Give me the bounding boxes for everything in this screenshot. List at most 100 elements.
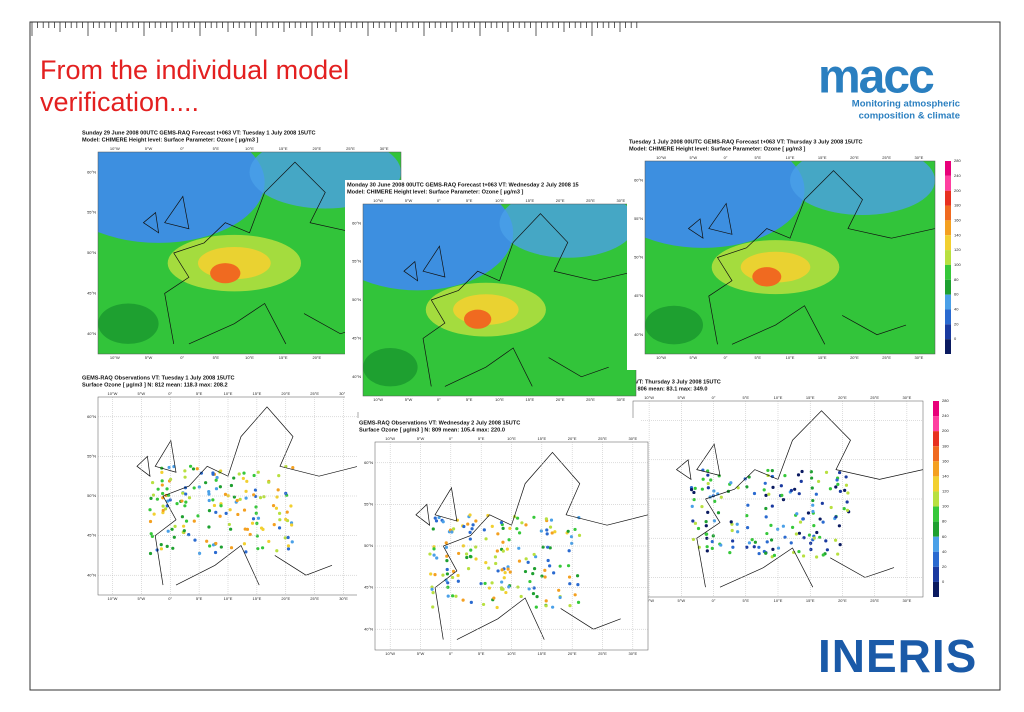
- sea-area: [645, 161, 805, 248]
- station-dot: [286, 535, 290, 540]
- station-dot: [208, 544, 212, 548]
- station-dot: [535, 595, 539, 599]
- longitude-label: 15°E: [537, 436, 546, 441]
- station-dot: [470, 527, 474, 531]
- station-dot: [705, 532, 709, 536]
- longitude-label: 10°E: [774, 598, 783, 603]
- station-dot: [446, 594, 450, 598]
- station-dot: [278, 518, 282, 522]
- longitude-label: 5°E: [213, 146, 220, 151]
- station-dot: [820, 501, 824, 505]
- station-dot: [446, 581, 450, 585]
- panel-title: GEMS-RAQ Observations VT: Tuesday 1 July…: [82, 375, 235, 381]
- colorbar-label: 80: [954, 277, 959, 282]
- map-panel: Tuesday 1 July 2008 00UTC GEMS-RAQ Forec…: [627, 137, 961, 370]
- station-dot: [745, 485, 749, 489]
- station-dot: [771, 547, 775, 552]
- longitude-label: 30°E: [628, 651, 637, 656]
- station-dot: [184, 500, 188, 504]
- station-dot: [260, 546, 265, 550]
- station-dot: [769, 538, 774, 542]
- station-dot: [211, 543, 216, 547]
- station-dot: [484, 561, 488, 565]
- station-dot: [842, 507, 846, 511]
- station-dot: [779, 484, 783, 488]
- station-dot: [242, 542, 247, 546]
- station-dot: [706, 473, 710, 477]
- station-dot: [753, 540, 757, 544]
- longitude-label: 5°W: [690, 155, 698, 160]
- coastline: [403, 245, 446, 282]
- station-dot: [801, 554, 806, 558]
- station-dot: [766, 468, 770, 473]
- station-dot: [192, 486, 196, 490]
- station-dot: [812, 536, 816, 540]
- station-dot: [191, 467, 196, 471]
- latitude-label: 60°N: [364, 460, 373, 465]
- station-dot: [150, 534, 154, 538]
- station-dot: [706, 481, 710, 486]
- slide-title: verification....: [40, 87, 199, 117]
- station-dot: [844, 475, 848, 479]
- station-dot: [466, 567, 471, 571]
- station-dot: [810, 486, 814, 490]
- longitude-label: 10°W: [656, 155, 666, 160]
- station-dot: [461, 598, 465, 602]
- station-dot: [546, 545, 550, 549]
- latitude-label: 60°N: [634, 177, 643, 182]
- station-dot: [148, 551, 153, 556]
- station-dot: [445, 559, 449, 563]
- panel-title: m3 ] N: 806 mean: 83.1 max: 349.0: [617, 386, 707, 392]
- station-dot: [207, 509, 212, 513]
- station-dot: [798, 520, 803, 524]
- station-dot: [277, 526, 282, 530]
- colorbar-swatch: [945, 220, 951, 236]
- station-dot: [471, 523, 475, 527]
- station-dot: [456, 579, 460, 583]
- station-dot: [286, 544, 291, 548]
- logo-tagline: composition & climate: [859, 111, 960, 122]
- station-dot: [719, 495, 723, 499]
- station-dot: [286, 547, 291, 551]
- station-dot: [532, 552, 536, 557]
- panel-title: Sunday 29 June 2008 00UTC GEMS-RAQ Forec…: [82, 130, 316, 136]
- station-dot: [811, 503, 815, 507]
- longitude-label: 5°E: [755, 355, 762, 360]
- panel-title: Model: CHIMERE Height level: Surface Par…: [82, 137, 258, 143]
- station-dot: [802, 536, 806, 540]
- station-dot: [772, 553, 777, 557]
- station-dot: [569, 535, 574, 539]
- longitude-label: 5°E: [466, 397, 473, 402]
- station-dot: [243, 527, 247, 531]
- longitude-label: 30°E: [903, 395, 912, 400]
- station-dot: [783, 535, 787, 539]
- colorbar-label: 0: [954, 336, 957, 341]
- station-dot: [544, 599, 548, 603]
- station-dot: [757, 545, 761, 549]
- station-dot: [526, 560, 530, 564]
- longitude-label: 5°E: [466, 198, 473, 203]
- station-dot: [197, 485, 201, 489]
- longitude-label: 0°: [712, 598, 716, 603]
- station-dot: [214, 487, 219, 491]
- station-dot: [456, 573, 460, 578]
- station-dot: [207, 492, 211, 496]
- colorbar-label: 40: [942, 549, 947, 554]
- station-dot: [796, 473, 801, 477]
- longitude-label: 20°E: [838, 395, 847, 400]
- station-dot: [541, 545, 545, 549]
- longitude-label: 10°E: [245, 146, 254, 151]
- map-frame: [644, 160, 936, 355]
- longitude-label: 5°E: [755, 155, 762, 160]
- longitude-label: 25°E: [882, 355, 891, 360]
- longitude-label: 20°E: [281, 391, 290, 396]
- station-dot: [576, 583, 580, 587]
- station-dot: [204, 481, 208, 485]
- station-dot: [797, 492, 801, 496]
- ozone-high: [464, 309, 492, 329]
- station-dot: [706, 486, 710, 490]
- station-dot: [160, 483, 164, 487]
- longitude-label: 0°: [180, 355, 184, 360]
- sea-area: [98, 152, 265, 243]
